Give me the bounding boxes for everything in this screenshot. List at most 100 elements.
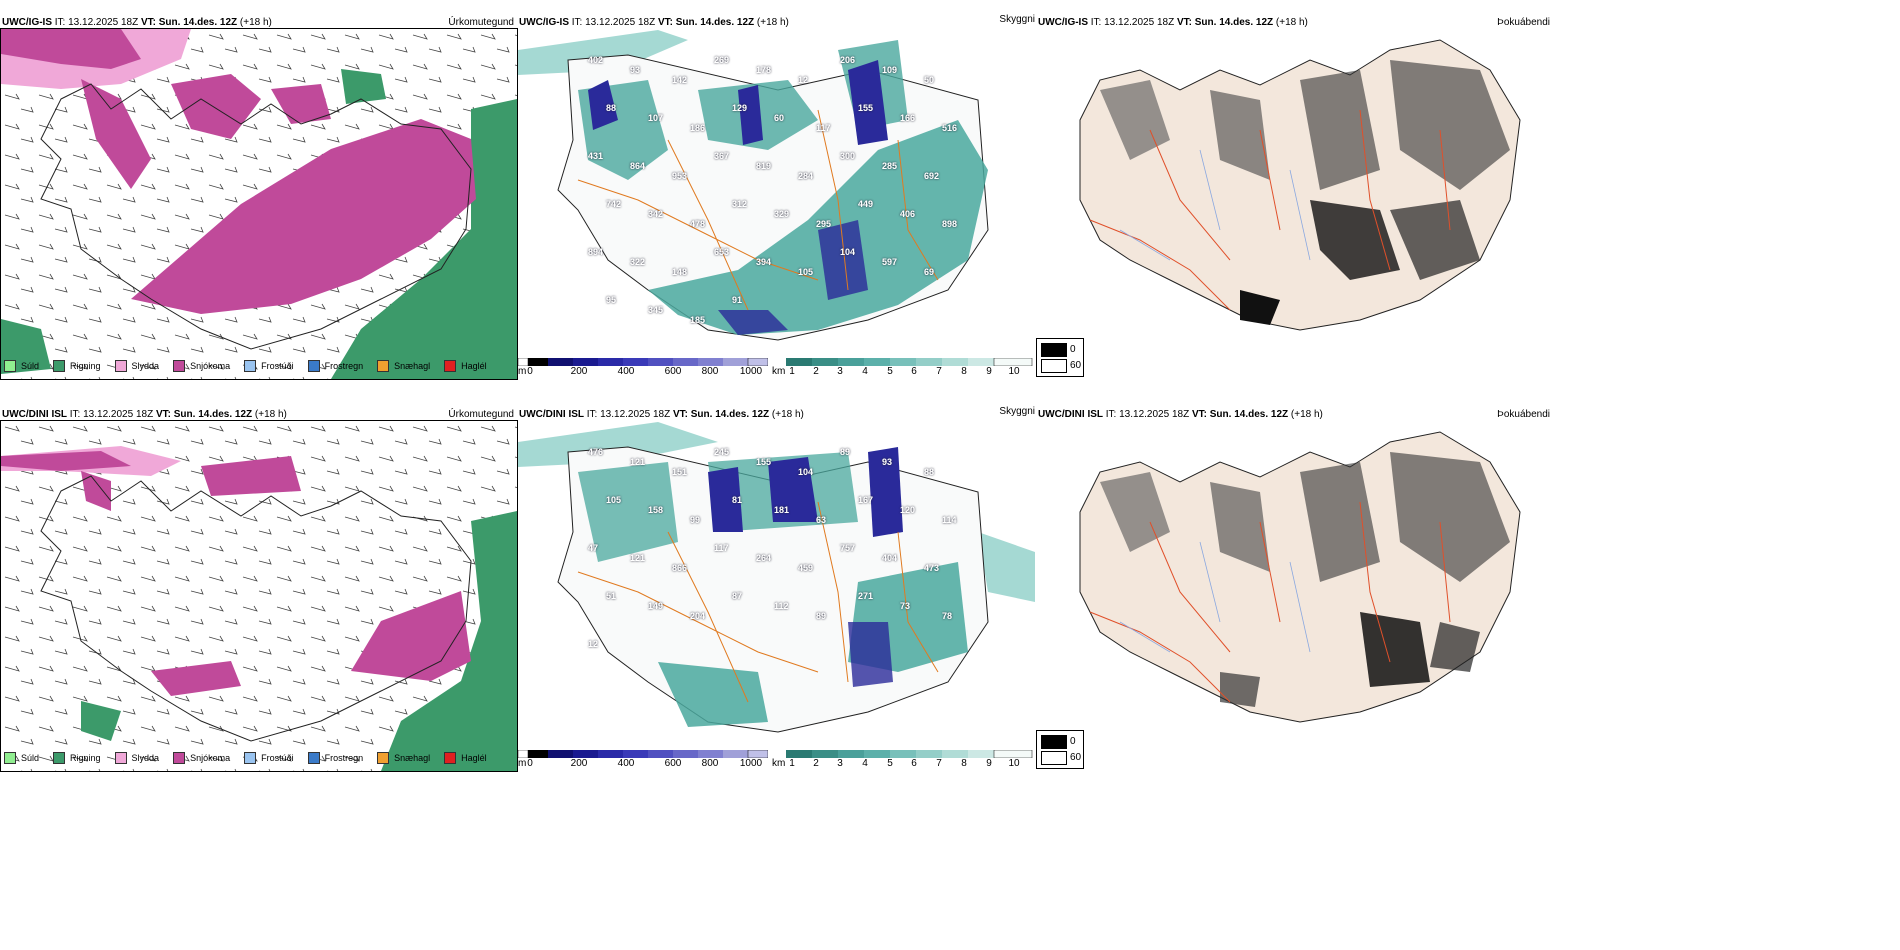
cloud-height-label: 93 [882, 457, 893, 467]
height-tick: 800 [701, 366, 719, 377]
fog-swatch-light [1041, 751, 1067, 765]
cloud-height-label: 158 [648, 505, 664, 515]
cloud-height-label: 51 [606, 591, 617, 601]
precip-map-row0 [0, 28, 518, 380]
vt-value: Sun. 14.des. 12Z [158, 17, 238, 28]
it-label: IT: [586, 409, 598, 420]
cloud-height-label: 312 [732, 199, 748, 209]
it-label: IT: [54, 17, 66, 28]
height-tick: 400 [617, 758, 635, 769]
cloud-height-label: 894 [588, 247, 604, 257]
precip-map-row1 [0, 420, 518, 772]
cloud-height-label: 185 [690, 315, 706, 325]
cloud-cover [648, 120, 988, 335]
fog-map-svg [1079, 431, 1521, 723]
swatch-snow-pellets [377, 752, 390, 764]
coastline [40, 475, 472, 742]
legend-item: Slydda [114, 752, 159, 764]
lead-time: (+18 h) [756, 17, 789, 28]
legend-item: Snæhagl [377, 752, 430, 764]
fog-legend-row0: 0 60 [1036, 338, 1084, 377]
cloud-height-label: 692 [924, 171, 940, 181]
cloud-height-label: 245 [714, 447, 730, 457]
cloud-height-label: 653 [714, 247, 730, 257]
it-value: 13.12.2025 18Z [1119, 409, 1190, 420]
cloud-height-label: 89 [840, 447, 851, 457]
cloud-height-label: 114 [942, 515, 957, 525]
cloud-height-label: 866 [672, 563, 688, 573]
cloud-height-label: 300 [840, 151, 856, 161]
height-colorbar-row0: m 0 200 400 600 800 1000 [518, 358, 768, 378]
cloud-height-label: 47 [588, 543, 599, 553]
visibility-tick: 5 [887, 366, 893, 377]
cloud-height-label: 149 [648, 601, 664, 611]
model-name: UWC/DINI ISL [1038, 409, 1103, 420]
roads [1089, 109, 1451, 311]
cloud-height-label: 181 [774, 505, 790, 515]
cloud-height-label: 109 [882, 65, 898, 75]
cloud-height-label: 105 [606, 495, 622, 505]
visibility-tick: 2 [813, 366, 819, 377]
lead-time: (+18 h) [239, 17, 272, 28]
cloud-height-label: 121 [630, 553, 646, 563]
height-tick: 1000 [739, 758, 763, 769]
cloud-height-label: 93 [630, 65, 641, 75]
cloud-height-label: 178 [756, 65, 772, 75]
height-colorbar-gradient [518, 750, 768, 758]
precip-header-row1: UWC/DINI ISL IT: 13.12.2025 18Z VT: Sun.… [2, 409, 287, 421]
height-tick: 800 [701, 758, 719, 769]
cloud-height-label: 69 [924, 267, 935, 277]
visibility-colorbar-gradient [786, 358, 1033, 366]
fog-dark [1310, 200, 1400, 280]
cloud-height-label: 597 [882, 257, 898, 267]
fog-title-row1: Þokuábendi [1497, 409, 1550, 420]
swatch-snow [173, 752, 186, 764]
cloud-height-label: 50 [924, 75, 935, 85]
visibility-colorbar-row0: km 1 2 3 4 5 6 7 8 9 10 [772, 358, 1034, 378]
cloud-height-label: 107 [648, 113, 664, 123]
cloud-height-label: 742 [606, 199, 622, 209]
cloud-height-label: 129 [732, 103, 748, 113]
visibility-tick: 1 [789, 366, 795, 377]
visibility-tick: 4 [862, 758, 868, 769]
lead-time: (+18 h) [1275, 17, 1308, 28]
cloud-height-label: 12 [588, 639, 599, 649]
cloud-height-label: 60 [774, 113, 785, 123]
precip-legend-row1: Súld Rigning Slydda Snjókoma Frostúði Fr… [4, 752, 501, 764]
legend-item: Súld [4, 360, 39, 372]
cloud-height-label: 104 [840, 247, 856, 257]
cloud-height-label: 155 [858, 103, 874, 113]
vt-value: Sun. 14.des. 12Z [1194, 17, 1274, 28]
height-tick: 200 [570, 366, 588, 377]
vt-value: Sun. 14.des. 12Z [675, 17, 755, 28]
roads [577, 109, 939, 311]
cloud-height-label: 264 [756, 553, 772, 563]
legend-item: Rigning [53, 752, 101, 764]
cloud-height-label: 449 [858, 199, 874, 209]
height-colorbar-gradient [518, 358, 768, 366]
visibility-tick: 3 [837, 758, 843, 769]
visibility-tick: 9 [986, 758, 992, 769]
cloud-height-label: 91 [732, 295, 743, 305]
rain-area [331, 99, 517, 379]
it-value: 13.12.2025 18Z [1104, 17, 1175, 28]
cloud-height-label: 88 [606, 103, 617, 113]
swatch-sleet [114, 752, 127, 764]
precip-header-row0: UWC/IG-IS IT: 13.12.2025 18Z VT: Sun. 14… [2, 17, 272, 29]
fog-legend-label: 0 [1070, 344, 1076, 355]
height-tick: 1000 [739, 366, 763, 377]
cloud-labels-row1: 476 121 151 245 155 104 89 93 88 105 158 99 81 181 63 1… [518, 422, 1035, 747]
it-value: 13.12.2025 18Z [68, 17, 139, 28]
fog-header-row1: UWC/DINI ISL IT: 13.12.2025 18Z VT: Sun.… [1038, 409, 1323, 421]
cloud-height-label: 12 [798, 75, 809, 85]
visibility-title-row1: Skyggni [999, 406, 1035, 417]
visibility-tick: 9 [986, 366, 992, 377]
cloud-height-label: 269 [714, 55, 730, 65]
visibility-tick: 10 [1008, 366, 1020, 377]
cloud-height-label: 284 [798, 171, 814, 181]
cloud-height-label: 104 [798, 467, 814, 477]
swatch-rain [53, 360, 66, 372]
vt-label: VT: [140, 17, 156, 28]
swatch-freezing-rain [307, 752, 320, 764]
precip-map-svg [1, 421, 517, 771]
